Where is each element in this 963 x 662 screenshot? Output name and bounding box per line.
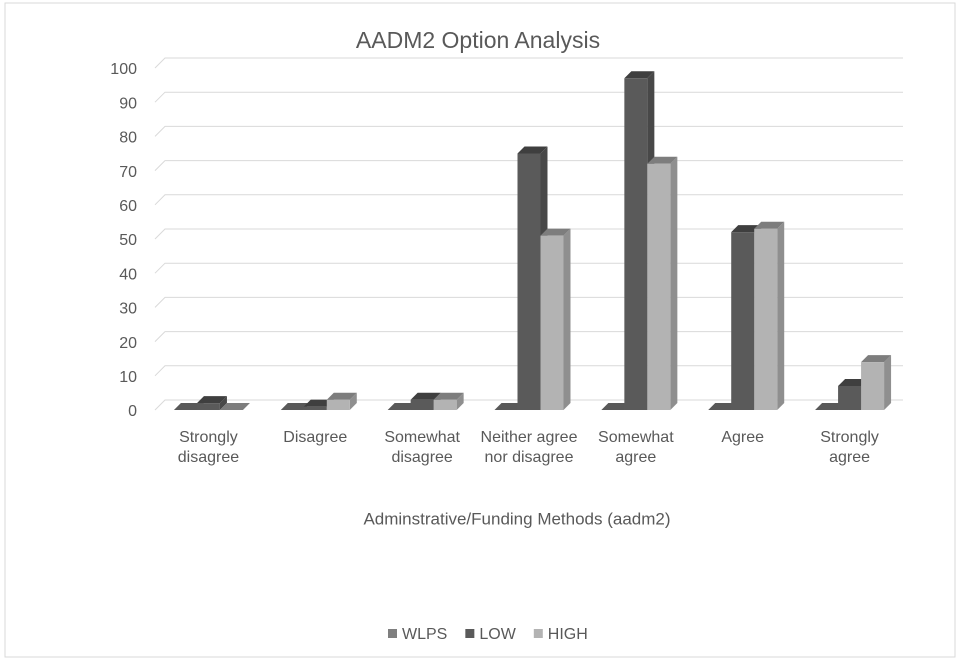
x-tick-label: Strongly disagree: [177, 429, 240, 466]
bar-top: [731, 225, 762, 233]
bar-front: [731, 232, 755, 410]
bar: [754, 221, 785, 410]
bar: [433, 392, 464, 410]
bar-top: [303, 399, 334, 407]
y-tick-label: 20: [119, 335, 137, 352]
bar-front: [196, 403, 220, 410]
bar: [647, 156, 678, 410]
bar-top: [433, 392, 464, 400]
bar-side: [777, 221, 785, 410]
grid-line: [154, 91, 903, 103]
y-tick-label: 0: [128, 403, 137, 420]
y-tick-label: 100: [110, 61, 137, 78]
bar-top: [708, 403, 739, 410]
bar-top: [754, 221, 785, 229]
chart-border: [4, 2, 956, 658]
bar-top: [540, 228, 571, 236]
bar: [280, 403, 311, 410]
bar-top: [815, 403, 846, 410]
x-tick-label: Neither agree nor disagree: [480, 429, 578, 466]
bar-top: [410, 392, 441, 400]
bar-side: [670, 156, 678, 410]
bar: [219, 403, 250, 410]
bar-front: [624, 78, 648, 410]
bar-side: [884, 355, 892, 410]
bar: [815, 403, 846, 410]
bar-top: [326, 392, 357, 400]
bar-front: [838, 386, 862, 410]
bar-front: [433, 399, 457, 410]
bar-side: [456, 392, 464, 410]
bar-front: [540, 235, 564, 410]
bar: [173, 403, 204, 410]
legend-label: HIGH: [548, 626, 588, 643]
bar: [708, 403, 739, 410]
bar: [387, 403, 418, 410]
bar: [601, 403, 632, 410]
y-tick-label: 70: [119, 164, 137, 181]
x-tick-label: Somewhat agree: [598, 429, 674, 466]
grid-line: [154, 125, 903, 137]
y-tick-label: 40: [119, 266, 137, 283]
bar-front: [647, 163, 671, 410]
bar-top: [494, 403, 525, 410]
bar-top: [624, 71, 655, 79]
legend-swatch: [533, 629, 543, 638]
bar-front: [754, 228, 778, 410]
bar-top: [387, 403, 418, 410]
bar-top: [219, 403, 250, 410]
bar-top: [838, 379, 869, 387]
bar: [196, 396, 227, 410]
y-tick-label: 30: [119, 301, 137, 318]
bar-top: [861, 355, 892, 363]
bar-front: [326, 399, 350, 410]
bar-top: [647, 156, 678, 164]
x-tick-label: Agree: [721, 429, 765, 446]
y-tick-label: 50: [119, 232, 137, 249]
x-tick-label: Strongly agree: [820, 429, 879, 466]
bar-front: [861, 362, 885, 410]
bar: [494, 403, 525, 410]
legend-label: LOW: [479, 626, 516, 643]
x-tick-label: Disagree: [283, 429, 348, 446]
legend-swatch: [388, 629, 397, 638]
bar-front: [410, 399, 434, 410]
bar-top: [173, 403, 204, 410]
bar-front: [517, 153, 541, 410]
legend-label: WLPS: [402, 626, 447, 643]
bar-front: [303, 406, 327, 410]
y-tick-label: 90: [119, 95, 137, 112]
grid-line: [154, 57, 903, 69]
bar: [861, 355, 892, 410]
bar-top: [601, 403, 632, 410]
bar-side: [349, 392, 357, 410]
bar-top: [517, 146, 548, 154]
bar-top: [280, 403, 311, 410]
x-axis-title: Adminstrative/Funding Methods (aadm2): [363, 509, 670, 528]
legend-swatch: [465, 629, 475, 638]
bar: [326, 392, 357, 410]
bar-side: [219, 396, 227, 410]
bar-side: [563, 228, 571, 410]
y-tick-label: 10: [119, 369, 137, 386]
x-tick-label: Somewhat disagree: [384, 429, 460, 466]
chart-title: AADM2 Option Analysis: [356, 27, 600, 53]
bar: [540, 228, 571, 410]
bar-top: [196, 396, 227, 404]
y-tick-label: 80: [119, 130, 137, 147]
y-tick-label: 60: [119, 198, 137, 215]
